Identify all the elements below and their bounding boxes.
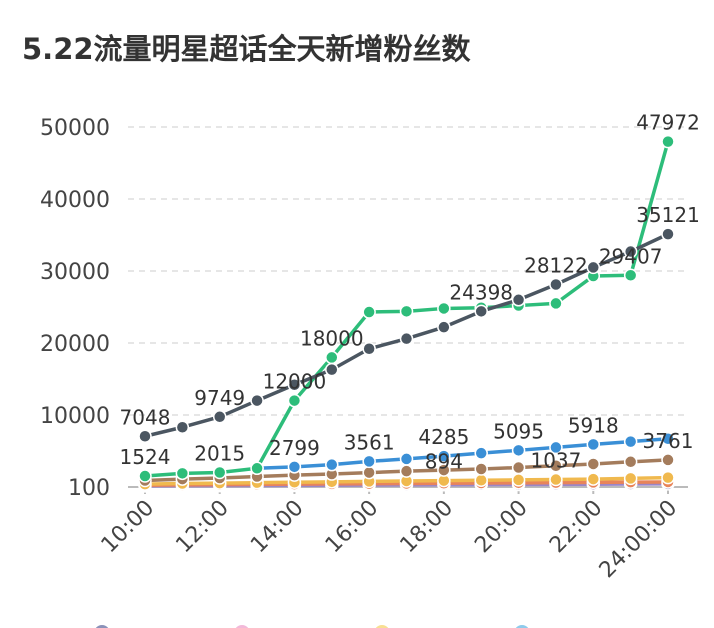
data-point: [549, 472, 563, 487]
data-point: [474, 462, 488, 476]
data-point: [511, 443, 526, 458]
data-point: [175, 420, 190, 434]
data-point: [287, 393, 302, 408]
data-point: [549, 296, 563, 311]
data-label: 5918: [568, 413, 619, 437]
data-point: [399, 452, 414, 466]
data-point: [250, 461, 264, 476]
legend-marker: [235, 625, 249, 628]
data-point: [138, 429, 152, 444]
data-label: 18000: [300, 326, 364, 350]
data-point: [437, 320, 451, 334]
data-label: 4285: [418, 425, 469, 449]
data-point: [212, 410, 227, 424]
x-tick-label: 16:00: [321, 496, 384, 559]
data-point: [287, 378, 302, 392]
data-label: 7048: [120, 405, 171, 429]
data-label: 35121: [636, 203, 700, 227]
data-label: 2799: [269, 436, 320, 460]
data-point: [399, 464, 414, 478]
y-tick-label: 20000: [40, 332, 110, 357]
data-point: [661, 227, 675, 241]
data-point: [511, 293, 526, 307]
data-point: [138, 469, 152, 483]
x-tick-label: 20:00: [470, 496, 533, 559]
y-tick-label: 30000: [40, 260, 110, 285]
data-point: [661, 134, 675, 149]
data-label: 29407: [599, 244, 663, 268]
data-point: [212, 465, 227, 480]
data-point: [399, 331, 414, 346]
y-tick-label: 10000: [40, 404, 110, 429]
chart-title: 5.22流量明星超话全天新增粉丝数: [22, 32, 471, 66]
data-point: [661, 453, 675, 467]
y-tick-label: 50000: [40, 116, 110, 141]
data-point: [325, 362, 339, 377]
data-point: [362, 342, 376, 356]
y-tick-label: 40000: [40, 188, 110, 213]
data-point: [511, 460, 526, 475]
data-point: [623, 268, 638, 283]
data-point: [511, 473, 526, 487]
data-point: [661, 470, 675, 485]
data-point: [437, 449, 451, 463]
data-label: 9749: [194, 386, 245, 410]
data-label: 28122: [524, 254, 588, 278]
data-point: [325, 350, 339, 365]
data-label: 5095: [493, 419, 544, 443]
data-label: 12000: [263, 370, 327, 394]
data-point: [623, 434, 638, 449]
data-point: [437, 301, 451, 316]
data-label: 1524: [120, 445, 171, 469]
data-point: [623, 471, 638, 486]
data-point: [362, 454, 376, 469]
x-tick-label: 24:00:00: [595, 496, 683, 584]
data-label: 894: [425, 450, 463, 474]
data-point: [586, 260, 601, 275]
data-point: [362, 465, 376, 480]
data-point: [549, 459, 563, 473]
x-tick-label: 22:00: [545, 496, 608, 559]
legend-marker: [375, 625, 389, 628]
data-point: [362, 305, 376, 319]
data-point: [661, 432, 675, 446]
legend-marker: [95, 625, 109, 628]
x-tick-label: 12:00: [171, 496, 234, 559]
data-point: [623, 244, 638, 259]
legend-marker: [515, 625, 529, 628]
data-point: [250, 393, 264, 408]
y-tick-label: 100: [68, 476, 110, 501]
data-label: 3761: [643, 429, 694, 453]
data-point: [586, 457, 601, 471]
x-tick-label: 10:00: [97, 496, 160, 559]
data-point: [586, 472, 601, 486]
data-point: [175, 466, 190, 481]
data-label: 3561: [344, 430, 395, 454]
data-point: [549, 440, 563, 455]
data-point: [325, 457, 339, 472]
data-point: [474, 446, 488, 460]
data-point: [623, 455, 638, 469]
data-point: [474, 304, 488, 319]
data-point: [287, 460, 302, 474]
data-point: [549, 277, 563, 292]
data-label: 2015: [194, 441, 245, 465]
data-point: [437, 463, 451, 477]
data-label: 24398: [449, 280, 513, 304]
data-point: [474, 473, 488, 487]
data-point: [399, 304, 414, 319]
data-label: 47972: [636, 111, 700, 135]
data-label: 1037: [530, 449, 581, 473]
x-tick-label: 18:00: [396, 496, 459, 559]
x-tick-label: 14:00: [246, 496, 309, 559]
data-point: [586, 437, 601, 452]
